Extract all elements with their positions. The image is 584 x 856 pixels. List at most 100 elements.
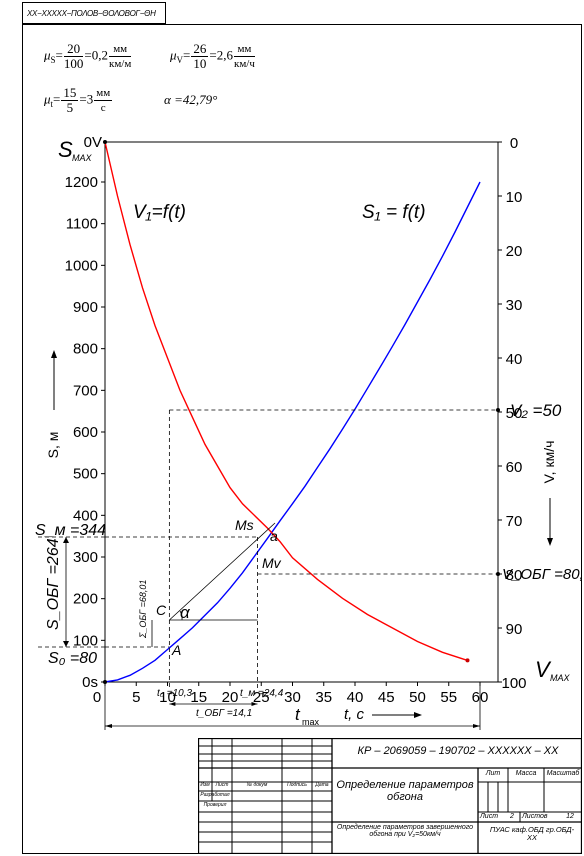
y-right-tick-label: 80 — [506, 567, 523, 584]
s0-value-label: S₀ =80 — [48, 650, 97, 667]
sm-value-label: S_м =344 — [35, 522, 106, 539]
tangent-line — [169, 522, 276, 621]
x-tick-label: 30 — [284, 689, 301, 706]
point-a-label: a — [270, 528, 278, 544]
sheet-label: Лист — [480, 813, 499, 820]
y-left-tick-label: 800 — [73, 341, 98, 358]
y-right-tick-label: 40 — [506, 351, 523, 368]
x-tick-label: 25 — [253, 689, 270, 706]
y-left-tick-label: 100 — [73, 632, 98, 649]
col-header-docnum: № докум — [246, 782, 268, 788]
y-right-tick-label: 10 — [506, 189, 523, 206]
tmax-arrow-r — [473, 724, 480, 728]
organization: ПУАС каф.ОБД гр.ОБД-ХХ — [489, 825, 575, 842]
y-left-tick-label: 200 — [73, 591, 98, 608]
sheets-count: 12 — [566, 813, 574, 820]
col-header-date: Дата — [315, 782, 329, 788]
tm-value-label: t_м =24,4 — [240, 688, 284, 699]
x-tick-label: 45 — [378, 689, 395, 706]
drawing-subtitle: Определение параметров завершенного обго… — [336, 824, 474, 839]
x-tick-label: 0 — [93, 689, 101, 706]
meta-lit: Лит — [485, 770, 501, 777]
document-stamp: ХХ−ХХХХХ−ΠΟΛΟΒ−ΘΟΛΟΒΟΓ−ΘΗ — [22, 2, 166, 24]
alpha-arc — [179, 610, 183, 621]
role-checker: Проверил — [203, 802, 227, 808]
col-header-sign: Подпись — [287, 782, 307, 788]
x-tick-label: 35 — [315, 689, 332, 706]
plot-frame — [104, 141, 499, 683]
point-ms-label: Ms — [235, 517, 254, 533]
y-left-tick-label: 0s — [82, 674, 98, 691]
y-left-tick-label: 600 — [73, 424, 98, 441]
tmax-arrow-l — [105, 724, 112, 728]
y-left-tick-label: 900 — [73, 299, 98, 316]
x-tick-label: 50 — [409, 689, 426, 706]
doc-code: КР – 2069059 – 190702 – ХХХХХХ – ХХ — [357, 745, 559, 757]
sheet-number: 2 — [510, 813, 514, 820]
y-right-tick-label: 0 — [510, 135, 518, 152]
sobg-value-label: S_ОБГ =264 — [45, 538, 62, 630]
v1-end-point — [465, 658, 470, 663]
y-right-arrowhead — [547, 538, 553, 546]
tobg-value-label: t_ОБГ =14,1 — [196, 708, 252, 719]
y-right-tick-label: 20 — [506, 243, 523, 260]
y-left-tick-label: 1200 — [65, 174, 98, 191]
smax-sub: MAX — [72, 153, 93, 163]
y-left-arrowhead — [51, 350, 57, 358]
x-tick-label: 5 — [132, 689, 140, 706]
title-block: КР – 2069059 – 190702 – ХХХХХХ – ХХ Изм … — [198, 738, 582, 854]
scale-alpha: α =42,79° — [164, 92, 218, 107]
sobg-arrow-b — [63, 641, 69, 647]
x-axis-label: t, с — [344, 706, 365, 723]
y-left-tick-label: 1000 — [65, 257, 98, 274]
x-tick-label: 40 — [347, 689, 364, 706]
drawing-title: Определение параметров обгона — [336, 779, 474, 803]
col-header-izm: Изм — [200, 782, 210, 788]
origin-v-label: 0V — [84, 134, 102, 151]
x-tick-label: 20 — [222, 689, 239, 706]
alpha-symbol: α — [180, 603, 191, 622]
y-left-tick-label: 500 — [73, 466, 98, 483]
sigma-value-label: Σ_ОБГ =68,01 — [138, 580, 148, 639]
x-arrowhead — [414, 712, 422, 718]
vobg-value-label: V_ОБГ =80,1 — [502, 566, 584, 583]
smax-label: S — [58, 137, 73, 162]
y-left-tick-label: 300 — [73, 549, 98, 566]
scale-mu-v: μV= 26 10 =2,6 мм км/ч — [170, 41, 255, 71]
col-header-list: Лист — [215, 782, 229, 788]
y-right-tick-label: 60 — [506, 459, 523, 476]
point-bigA-label: A — [171, 642, 181, 658]
tmax-label: t — [295, 705, 301, 724]
y-left-tick-label: 700 — [73, 382, 98, 399]
y-left-tick-label: 1100 — [66, 216, 98, 233]
sobg-arrow-t — [63, 537, 69, 543]
scale-mu-s: μS= 20 100 =0,2 мм км/м — [44, 41, 132, 71]
vmax-sub: MAX — [550, 673, 571, 683]
x-tick-label: 10 — [159, 689, 176, 706]
vmax-label: V — [535, 657, 552, 682]
v1-curve-label: V₁=f(t) — [133, 202, 186, 223]
series-start-point — [103, 140, 107, 144]
s1-curve-label: S₁ = f(t) — [362, 202, 426, 223]
y-right-tick-label: 50 — [506, 405, 523, 422]
series-line-v1 — [104, 141, 468, 662]
y-left-axis-label: S, м — [45, 432, 61, 459]
tmax-sub: max — [302, 717, 320, 727]
y-right-tick-label: 70 — [506, 513, 523, 530]
y-left-tick-label: 400 — [73, 507, 98, 524]
point-mv-label: Mv — [262, 555, 282, 571]
y-right-tick-label: 30 — [506, 297, 523, 314]
v2-value-label: V₂ =50 — [510, 401, 562, 420]
v2-dot — [496, 408, 500, 412]
series-line-s1 — [104, 181, 481, 683]
vobg-dot — [496, 572, 500, 576]
meta-mass: Масса — [515, 770, 537, 777]
t0-value-label: t₀ =10,3 — [157, 688, 193, 699]
x-tick-label: 55 — [440, 689, 457, 706]
tobg-arrow-r — [251, 702, 258, 706]
tobg-arrow-l — [169, 702, 176, 706]
y-right-axis-label: V, км/ч — [541, 441, 557, 484]
meta-scale: Масштаб — [546, 770, 580, 777]
y-right-tick-label: 90 — [506, 621, 523, 638]
